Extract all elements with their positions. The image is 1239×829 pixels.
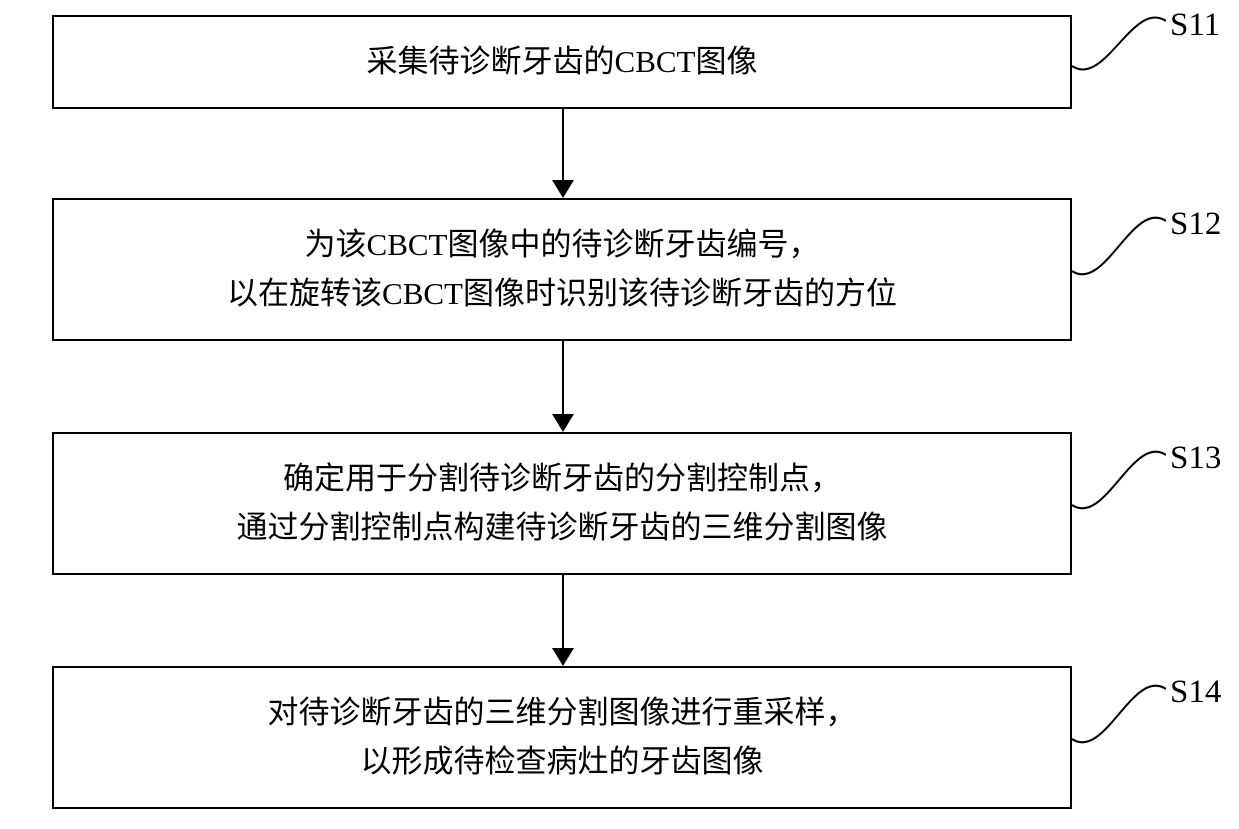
label-connector bbox=[1072, 191, 1166, 301]
step-label-s13: S13 bbox=[1170, 440, 1221, 477]
arrow-2 bbox=[551, 341, 575, 434]
step-text: 对待诊断牙齿的三维分割图像进行重采样，以形成待检查病灶的牙齿图像 bbox=[256, 689, 869, 785]
arrow-3 bbox=[551, 575, 575, 668]
step-text: 采集待诊断牙齿的CBCT图像 bbox=[355, 38, 770, 86]
step-box-s14: 对待诊断牙齿的三维分割图像进行重采样，以形成待检查病灶的牙齿图像 bbox=[52, 666, 1072, 809]
step-box-s11: 采集待诊断牙齿的CBCT图像 bbox=[52, 15, 1072, 109]
step-text: 确定用于分割待诊断牙齿的分割控制点，通过分割控制点构建待诊断牙齿的三维分割图像 bbox=[225, 455, 900, 551]
label-connector bbox=[1072, 425, 1166, 535]
flowchart-container: 采集待诊断牙齿的CBCT图像 S11 为该CBCT图像中的待诊断牙齿编号，以在旋转该… bbox=[0, 0, 1239, 829]
step-box-s13: 确定用于分割待诊断牙齿的分割控制点，通过分割控制点构建待诊断牙齿的三维分割图像 bbox=[52, 432, 1072, 575]
step-label-s12: S12 bbox=[1170, 206, 1221, 243]
label-connector bbox=[1072, 0, 1166, 96]
step-label-s14: S14 bbox=[1170, 674, 1221, 711]
step-box-s12: 为该CBCT图像中的待诊断牙齿编号，以在旋转该CBCT图像时识别该待诊断牙齿的方… bbox=[52, 198, 1072, 341]
label-connector bbox=[1072, 659, 1166, 769]
step-label-s11: S11 bbox=[1170, 7, 1220, 44]
step-text: 为该CBCT图像中的待诊断牙齿编号，以在旋转该CBCT图像时识别该待诊断牙齿的方… bbox=[215, 221, 909, 317]
arrow-1 bbox=[551, 109, 575, 200]
